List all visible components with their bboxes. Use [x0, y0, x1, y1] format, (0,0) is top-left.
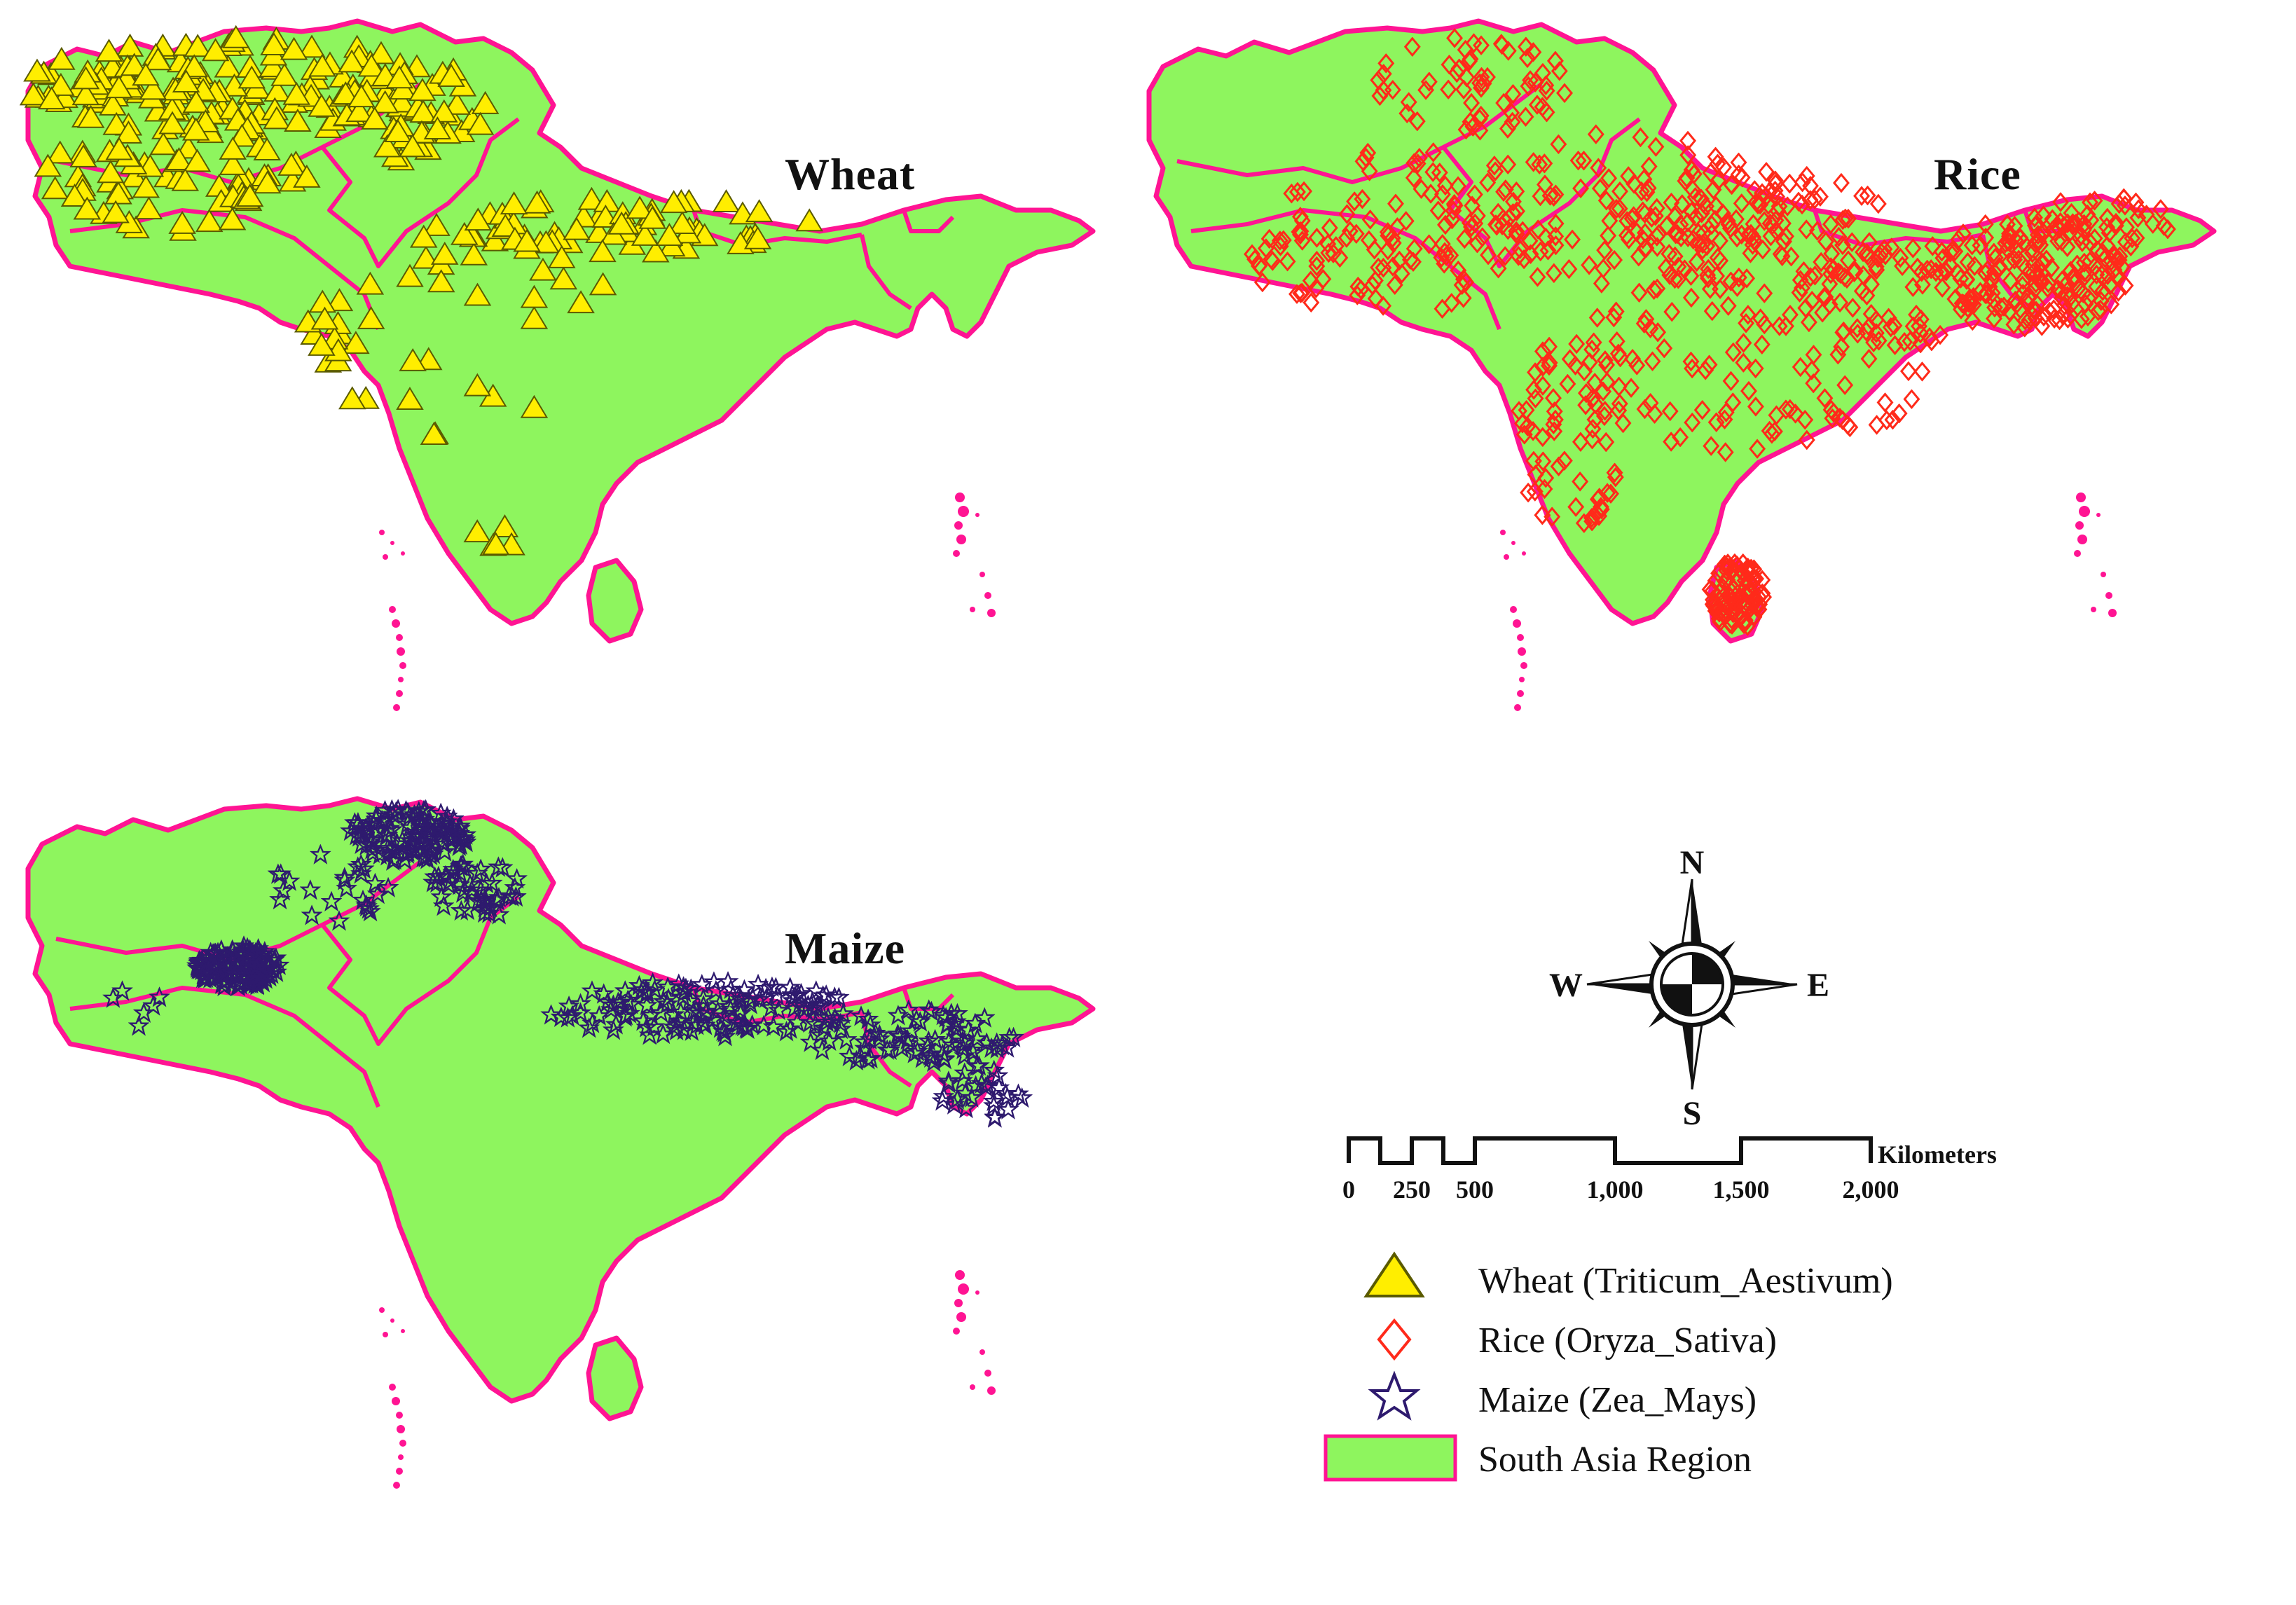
rice-marker [1781, 174, 1798, 193]
scale-tick-label: 250 [1393, 1176, 1431, 1204]
rice-marker [1833, 173, 1850, 193]
rice-marker [1731, 153, 1747, 172]
legend: Wheat (Triticum_Aestivum) Rice (Oryza_Sa… [1324, 1251, 1893, 1482]
scale-tick-label: 2,000 [1843, 1176, 1899, 1204]
wheat-map: Wheat [20, 21, 1093, 711]
scale-bar: Kilometers 0 250 500 1,000 1,500 2,000 [1342, 1136, 1997, 1204]
legend-item-maize: Maize (Zea_Mays) [1368, 1370, 1757, 1421]
compass-east-label: E [1807, 967, 1829, 1004]
legend-item-rice: Rice (Oryza_Sativa) [1377, 1318, 1777, 1361]
north-arrow-compass: N S W E [1549, 844, 1829, 1132]
rice-marker [1903, 390, 1920, 409]
region-swatch [1324, 1434, 1457, 1482]
south-asia-region [28, 799, 1093, 1489]
wheat-marker [713, 189, 740, 213]
scale-tick-label: 1,500 [1713, 1176, 1770, 1204]
wheat-marker [796, 209, 823, 232]
legend-label: Maize (Zea_Mays) [1478, 1380, 1757, 1420]
legend-item-region: South Asia Region [1324, 1434, 1752, 1482]
wheat-marker [745, 199, 773, 223]
legend-label: Rice (Oryza_Sativa) [1478, 1321, 1777, 1361]
star-icon [1368, 1370, 1421, 1421]
maize-map-title: Maize [785, 923, 905, 973]
legend-item-wheat: Wheat (Triticum_Aestivum) [1363, 1251, 1893, 1301]
compass-west-label: W [1549, 967, 1583, 1004]
compass-south-label: S [1683, 1095, 1702, 1132]
wheat-map-title: Wheat [785, 149, 915, 199]
south-asia-region [1149, 21, 2214, 711]
legend-label: South Asia Region [1478, 1440, 1752, 1480]
maize-map: Maize [28, 799, 1093, 1489]
rice-map-title: Rice [1934, 149, 2021, 199]
scale-unit-label: Kilometers [1878, 1141, 1997, 1169]
diamond-icon [1377, 1318, 1412, 1361]
compass-rose-icon [1586, 879, 1798, 1090]
legend-label: Wheat (Triticum_Aestivum) [1478, 1261, 1893, 1301]
scale-tick-label: 1,000 [1587, 1176, 1644, 1204]
rice-marker [1913, 361, 1930, 381]
compass-north-label: N [1680, 844, 1705, 881]
rice-marker [1900, 361, 1917, 381]
rice-map: Rice [1149, 21, 2214, 711]
scale-tick-label: 500 [1456, 1176, 1494, 1204]
triangle-icon [1363, 1251, 1425, 1297]
rice-marker [1877, 393, 1894, 413]
scale-tick-label: 0 [1342, 1176, 1355, 1204]
